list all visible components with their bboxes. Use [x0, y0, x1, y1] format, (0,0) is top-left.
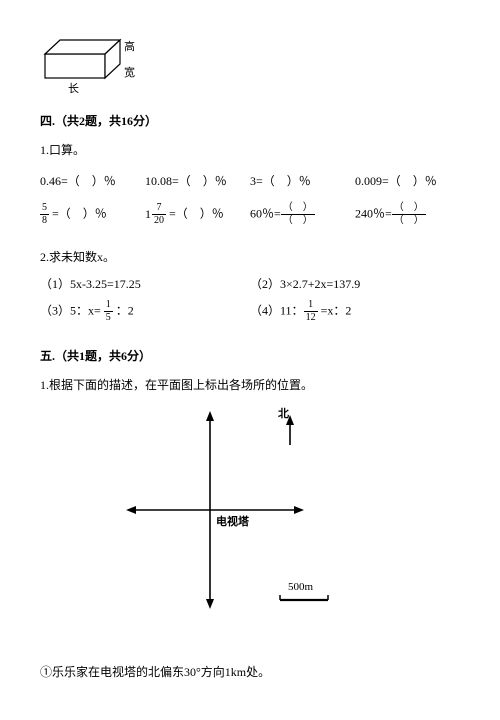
section-4-header: 四.（共2题，共16分）	[40, 112, 460, 129]
map-figure: 北 电视塔 500m	[120, 405, 380, 645]
q4-1-row2: 5 8 =（ ）％ 1 7 20 =（ ）％ 60％= （ ） （ ） 240％…	[40, 203, 460, 226]
map-svg	[120, 405, 380, 645]
expr-1-7-20: 1 7 20 =（ ）％	[145, 203, 250, 226]
eq-4: （4）11： 1 12 =x：2	[250, 300, 460, 323]
q5-1-item1: ①乐乐家在电视塔的北偏东30°方向1km处。	[40, 663, 460, 680]
cuboid-figure: 高 宽 长	[40, 34, 150, 94]
frac-1-5: 1 5	[104, 300, 113, 323]
cuboid-height-label: 高	[124, 38, 135, 54]
expr-3: 3=（ ）％	[250, 172, 355, 189]
cuboid-width-label: 宽	[124, 64, 135, 80]
expr-0p009: 0.009=（ ）％	[355, 172, 460, 189]
q4-2-title: 2.求未知数x。	[40, 248, 460, 265]
eq-1: （1）5x-3.25=17.25	[40, 275, 250, 292]
expr-10p08: 10.08=（ ）％	[145, 172, 250, 189]
expr-60pct: 60％= （ ） （ ）	[250, 203, 355, 226]
expr-0p46: 0.46=（ ）％	[40, 172, 145, 189]
q4-2-row1: （1）5x-3.25=17.25 （2）3×2.7+2x=137.9	[40, 275, 460, 292]
eq-3: （3）5：x= 1 5 ：2	[40, 300, 250, 323]
expr-5-8: 5 8 =（ ）％	[40, 203, 145, 226]
q4-1-row1: 0.46=（ ）％ 10.08=（ ）％ 3=（ ）％ 0.009=（ ）％	[40, 172, 460, 189]
cuboid-length-label: 长	[68, 80, 79, 96]
paren-frac-1: （ ） （ ）	[281, 203, 315, 226]
frac-1-12: 1 12	[304, 300, 318, 323]
q4-2-row2: （3）5：x= 1 5 ：2 （4）11： 1 12 =x：2	[40, 300, 460, 323]
eq-2: （2）3×2.7+2x=137.9	[250, 275, 460, 292]
frac-5-8: 5 8	[40, 203, 49, 226]
paren-frac-2: （ ） （ ）	[392, 203, 426, 226]
q5-1-title: 1.根据下面的描述，在平面图上标出各场所的位置。	[40, 376, 460, 393]
q4-1-title: 1.口算。	[40, 141, 460, 158]
north-label: 北	[278, 405, 289, 421]
expr-240pct: 240％= （ ） （ ）	[355, 203, 460, 226]
center-label: 电视塔	[216, 513, 249, 529]
scale-label: 500m	[288, 581, 313, 593]
frac-7-20: 7 20	[152, 203, 166, 226]
section-5-header: 五.（共1题，共6分）	[40, 347, 460, 364]
